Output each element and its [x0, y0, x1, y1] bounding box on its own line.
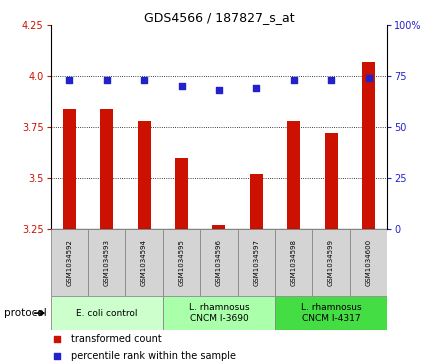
Bar [350, 229, 387, 296]
Text: L. rhamnosus
CNCM I-3690: L. rhamnosus CNCM I-3690 [189, 303, 249, 323]
Point [54, 353, 61, 359]
Point [54, 337, 61, 342]
Text: GSM1034593: GSM1034593 [104, 239, 110, 286]
Bar [100, 109, 113, 229]
Bar [51, 296, 163, 330]
Title: GDS4566 / 187827_s_at: GDS4566 / 187827_s_at [143, 11, 294, 24]
Text: L. rhamnosus
CNCM I-4317: L. rhamnosus CNCM I-4317 [301, 303, 361, 323]
Bar [362, 62, 375, 229]
Point [178, 83, 185, 89]
Bar [125, 229, 163, 296]
Bar [213, 225, 225, 229]
Text: percentile rank within the sample: percentile rank within the sample [71, 351, 236, 361]
Bar [325, 133, 337, 229]
Point [365, 76, 372, 81]
Text: GSM1034598: GSM1034598 [291, 239, 297, 286]
Point [327, 77, 335, 83]
Text: GSM1034592: GSM1034592 [66, 239, 72, 286]
Bar [312, 229, 350, 296]
Bar [200, 229, 238, 296]
Bar [63, 109, 76, 229]
Text: GSM1034600: GSM1034600 [366, 239, 371, 286]
Point [141, 77, 148, 83]
Bar [275, 296, 387, 330]
Bar [250, 174, 263, 229]
Point [253, 86, 260, 91]
Text: transformed count: transformed count [71, 334, 161, 344]
Bar [287, 121, 300, 229]
Text: E. coli control: E. coli control [76, 309, 137, 318]
Bar [275, 229, 312, 296]
Text: GSM1034599: GSM1034599 [328, 239, 334, 286]
Bar [163, 296, 275, 330]
Bar [138, 121, 150, 229]
Bar [238, 229, 275, 296]
Text: GSM1034597: GSM1034597 [253, 239, 259, 286]
Bar [175, 158, 188, 229]
Text: protocol: protocol [4, 308, 47, 318]
Bar [88, 229, 125, 296]
Bar [51, 229, 88, 296]
Point [103, 77, 110, 83]
Point [216, 87, 223, 93]
Bar [163, 229, 200, 296]
Text: GSM1034595: GSM1034595 [179, 239, 184, 286]
Text: GSM1034596: GSM1034596 [216, 239, 222, 286]
Point [290, 77, 297, 83]
Text: GSM1034594: GSM1034594 [141, 239, 147, 286]
Point [66, 77, 73, 83]
